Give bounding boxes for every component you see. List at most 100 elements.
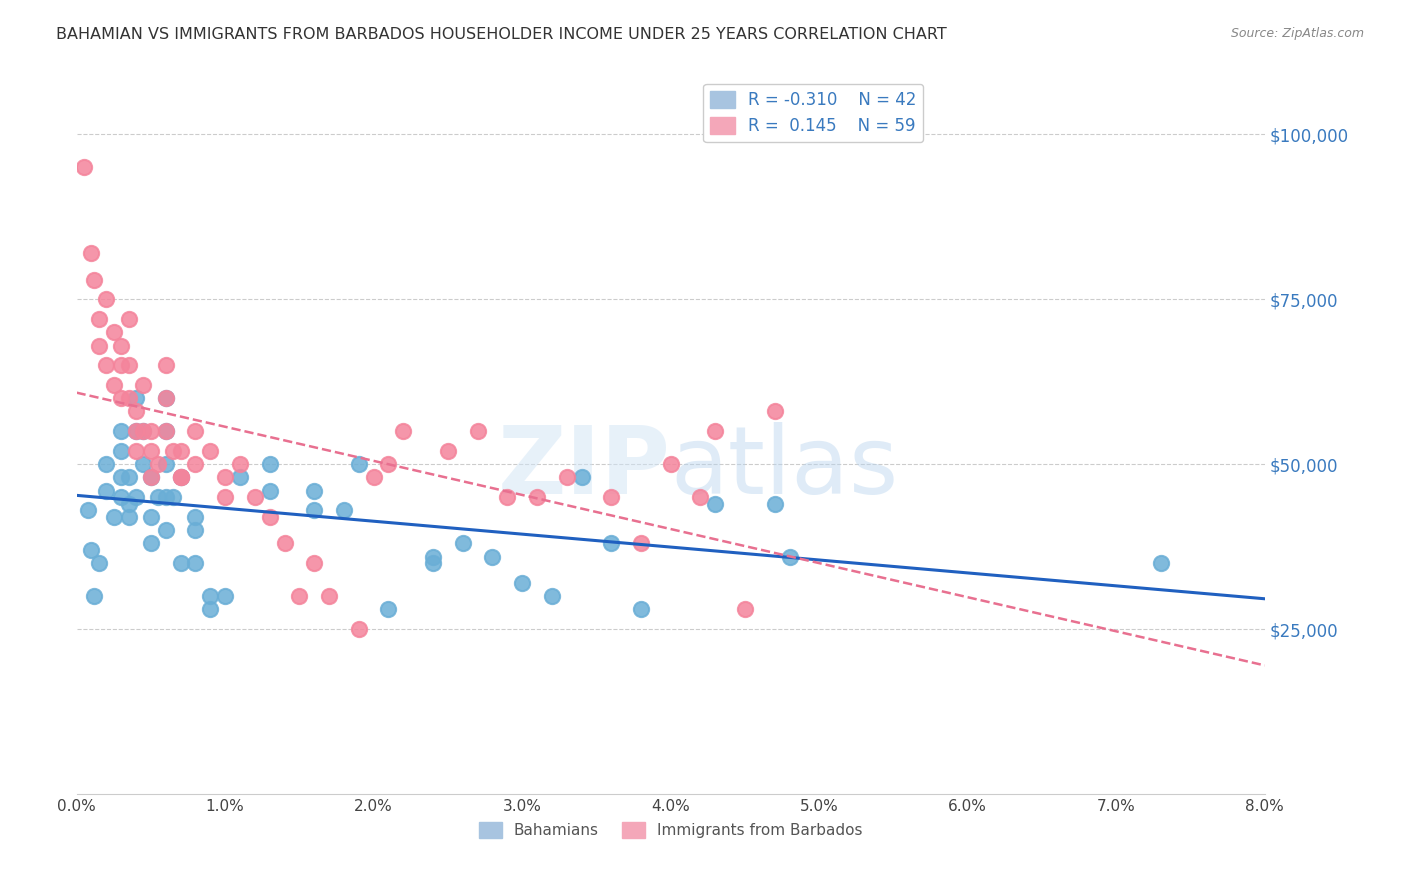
Text: ZIP: ZIP (498, 422, 671, 514)
Point (155, 359, 177, 373)
Point (110, 444, 132, 458)
Point (214, 470, 236, 484)
Point (139, 536, 162, 550)
Point (96, 293, 118, 307)
Point (155, 392, 177, 406)
Point (630, 602, 652, 616)
Point (184, 424, 207, 438)
Point (117, 470, 139, 484)
Point (422, 549, 444, 564)
Point (155, 424, 177, 438)
Point (184, 457, 207, 471)
Point (600, 536, 623, 550)
Point (689, 490, 711, 504)
Point (155, 457, 177, 471)
Text: BAHAMIAN VS IMMIGRANTS FROM BARBADOS HOUSEHOLDER INCOME UNDER 25 YEARS CORRELATI: BAHAMIAN VS IMMIGRANTS FROM BARBADOS HOU… (56, 27, 948, 42)
Point (200, 589, 222, 603)
Point (259, 457, 281, 471)
Point (200, 602, 222, 616)
Point (526, 490, 548, 504)
Point (214, 589, 236, 603)
Point (229, 470, 252, 484)
Point (600, 490, 623, 504)
Point (87, 556, 110, 570)
Point (302, 503, 325, 517)
Point (96, 457, 118, 471)
Point (437, 444, 460, 458)
Point (80, 246, 103, 260)
Point (139, 510, 162, 524)
Point (630, 536, 652, 550)
Point (288, 589, 311, 603)
Point (779, 549, 801, 564)
Point (155, 523, 177, 537)
Point (110, 359, 132, 373)
Point (333, 503, 356, 517)
Point (125, 424, 148, 438)
Point (96, 483, 118, 498)
Point (110, 490, 132, 504)
Point (139, 470, 162, 484)
Point (347, 622, 370, 636)
Point (184, 523, 207, 537)
Point (96, 359, 118, 373)
Point (139, 470, 162, 484)
Point (510, 576, 533, 591)
Point (704, 497, 727, 511)
Point (1150, 556, 1173, 570)
Point (571, 470, 593, 484)
Point (481, 549, 503, 564)
Point (347, 457, 370, 471)
Point (214, 490, 236, 504)
Point (132, 424, 155, 438)
Point (184, 510, 207, 524)
Point (103, 326, 125, 340)
Point (148, 490, 170, 504)
Point (87, 338, 110, 352)
Point (148, 457, 170, 471)
Point (155, 490, 177, 504)
Point (117, 497, 139, 511)
Point (77, 503, 100, 517)
Point (555, 470, 578, 484)
Point (169, 444, 191, 458)
Point (377, 457, 399, 471)
Point (451, 536, 474, 550)
Point (117, 359, 139, 373)
Point (763, 497, 786, 511)
Text: Source: ZipAtlas.com: Source: ZipAtlas.com (1230, 27, 1364, 40)
Point (110, 338, 132, 352)
Point (259, 483, 281, 498)
Text: atlas: atlas (671, 422, 898, 514)
Point (200, 444, 222, 458)
Point (83, 272, 105, 286)
Point (302, 483, 325, 498)
Point (125, 424, 148, 438)
Point (110, 424, 132, 438)
Point (117, 392, 139, 406)
Point (422, 556, 444, 570)
Point (169, 470, 191, 484)
Point (169, 556, 191, 570)
Point (125, 404, 148, 418)
Point (132, 424, 155, 438)
Point (392, 424, 415, 438)
Point (80, 543, 103, 558)
Point (169, 470, 191, 484)
Point (363, 470, 385, 484)
Point (110, 392, 132, 406)
Point (139, 424, 162, 438)
Point (125, 444, 148, 458)
Point (162, 444, 184, 458)
Point (377, 602, 399, 616)
Point (162, 490, 184, 504)
Point (541, 589, 564, 603)
Point (659, 457, 682, 471)
Point (110, 470, 132, 484)
Point (132, 457, 155, 471)
Point (318, 589, 340, 603)
Point (139, 444, 162, 458)
Point (125, 490, 148, 504)
Point (103, 510, 125, 524)
Point (169, 470, 191, 484)
